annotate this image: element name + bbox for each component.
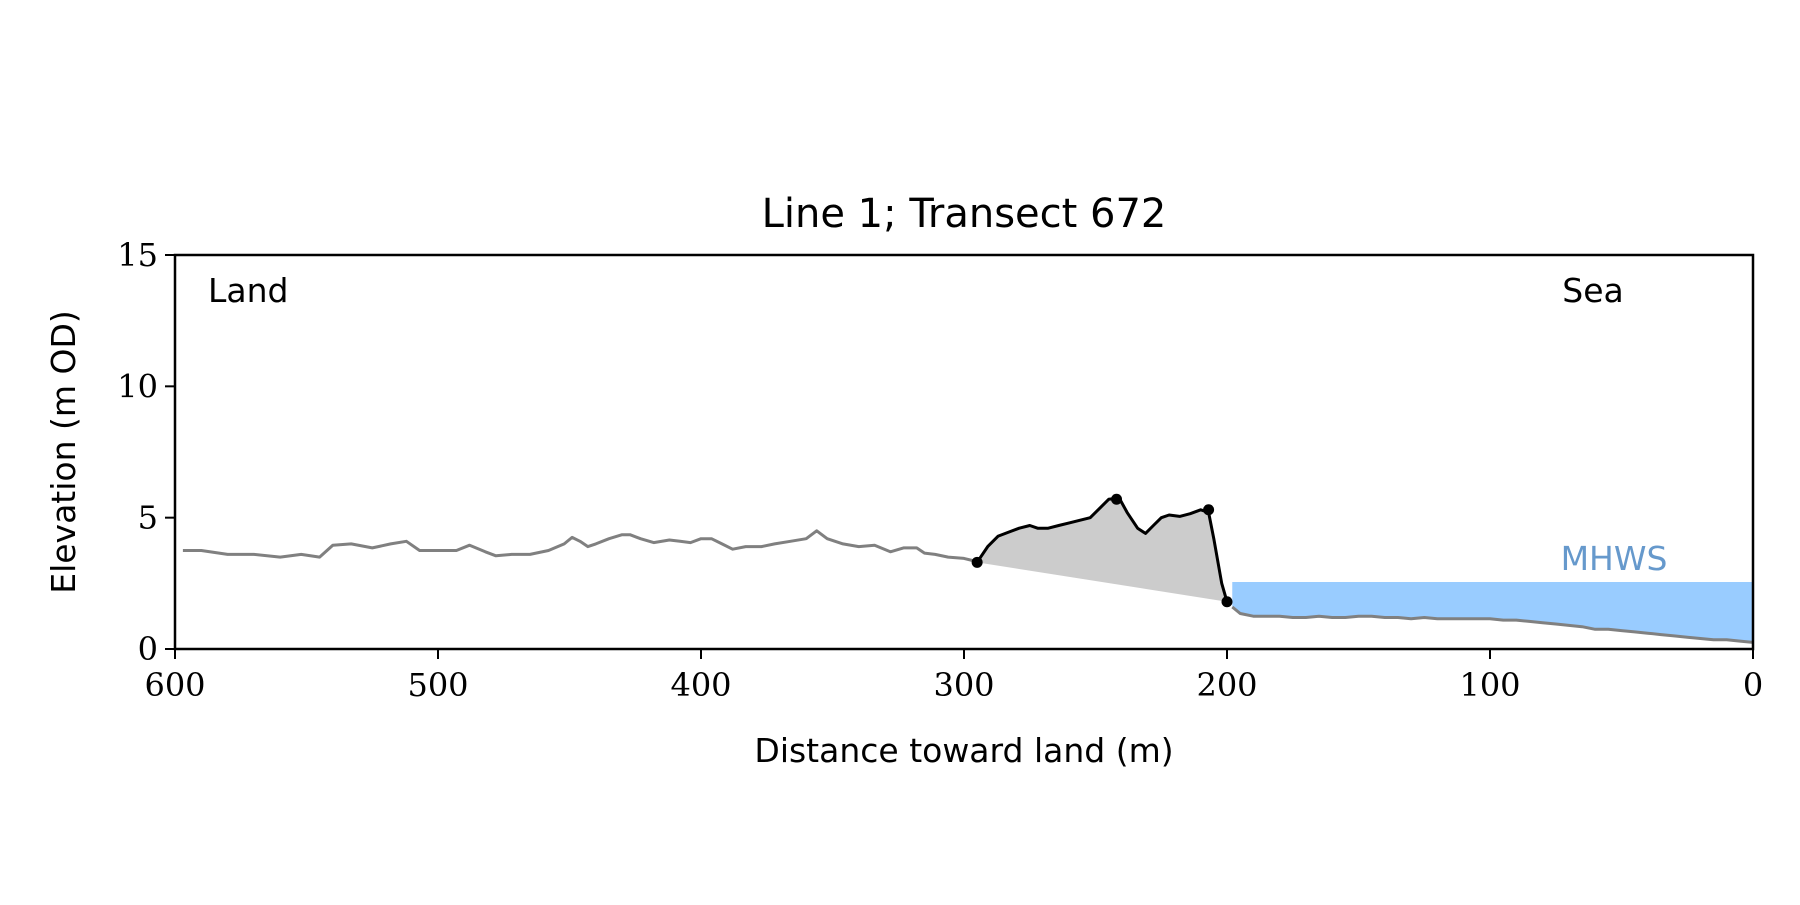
y-tick-label: 0 [138,630,158,668]
x-tick-label: 300 [933,666,994,704]
axes-layer: 600 500 400 300 200 100 0 0 5 10 15 [117,236,1763,704]
x-tick-label: 100 [1459,666,1520,704]
y-tick-label: 15 [117,236,158,274]
x-tick-label: 400 [670,666,731,704]
feature-point [971,556,983,568]
y-axis-title: Elevation (m OD) [44,310,83,594]
x-tick-label: 500 [407,666,468,704]
y-tick-label: 10 [117,367,158,405]
mhws-label: MHWS [1561,539,1668,578]
feature-fill [977,497,1227,602]
feature-point [1221,596,1233,608]
feature-point [1203,504,1215,516]
sea-annotation: Sea [1562,271,1623,310]
x-axis-title: Distance toward land (m) [754,731,1173,770]
feature-point [1111,493,1123,505]
y-tick-label: 5 [138,499,158,537]
chart-title: Line 1; Transect 672 [762,191,1167,237]
x-tick-label: 200 [1196,666,1257,704]
x-tick-label: 600 [144,666,205,704]
land-annotation: Land [208,271,288,310]
marker-layer [971,493,1233,608]
series-layer [182,496,1754,644]
x-tick-label: 0 [1743,666,1763,704]
profile-line-2 [1231,605,1754,644]
mhws-band [1232,582,1753,643]
fill-layer [977,497,1753,643]
profile-line-1 [182,529,975,563]
